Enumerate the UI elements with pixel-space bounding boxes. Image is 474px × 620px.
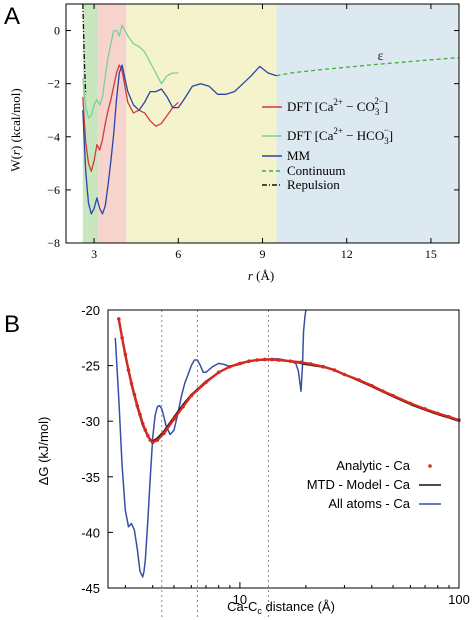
x-tick-label: 10 — [233, 592, 247, 607]
x-tick-label: 9 — [260, 247, 266, 261]
y-tick-label: -20 — [81, 303, 100, 318]
epsilon-annotation: ε — [378, 49, 384, 64]
legend-label-allatoms: All atoms - Ca — [328, 496, 410, 511]
y-axis-label: W(r) (kcal/mol) — [8, 88, 23, 171]
region-band-3 — [126, 4, 277, 243]
legend: DFT [Ca2+ − CO32−] DFT [Ca2+ − HCO3−] MM… — [262, 96, 393, 192]
y-tick-label: −8 — [47, 236, 60, 250]
legend-label-mtd: MTD - Model - Ca — [307, 477, 411, 492]
series-mm — [82, 64, 277, 215]
series-analytic-trace — [117, 318, 460, 444]
y-tick-label: -40 — [81, 525, 100, 540]
region-band-2 — [98, 4, 127, 243]
series-lines — [114, 309, 461, 578]
y-tick-labels: 0 −2 −4 −6 −8 — [47, 24, 60, 250]
series-dft-ca2-hco3 — [82, 24, 179, 119]
y-tick-label: -45 — [81, 581, 100, 596]
legend-label-dft-hco3: DFT [Ca2+ − HCO3−] — [287, 125, 393, 146]
y-tick-label: −6 — [47, 183, 60, 197]
plot-frame — [107, 309, 460, 589]
series-dft-ca2-co32 — [82, 64, 179, 172]
y-tick-label: -30 — [81, 414, 100, 429]
tick-marks — [108, 309, 460, 589]
y-tick-label: −2 — [47, 77, 60, 91]
panel-a: 0 −2 −4 −6 −8 3 6 9 12 15 A W(r) (kcal/mol) r (Å… — [4, 3, 460, 283]
series-all-atoms-ca — [114, 309, 307, 578]
x-axis-label: Ca-Cc distance (Å) — [227, 599, 335, 616]
x-tick-labels: 3 6 9 12 15 — [91, 247, 437, 261]
y-tick-label: -35 — [81, 470, 100, 485]
legend-label-repulsion: Repulsion — [287, 177, 340, 192]
y-tick-label: 0 — [54, 24, 60, 38]
legend-label-dft-co3: DFT [Ca2+ − CO32−] — [287, 96, 388, 117]
x-tick-labels: 10 100 — [233, 592, 470, 607]
panel-b: -20 -25 -30 -35 -40 -45 10 100 B ΔG (kJ/mol) C… — [4, 303, 470, 618]
x-tick-label: 12 — [341, 247, 353, 261]
x-tick-label: 15 — [425, 247, 437, 261]
panel-label: A — [4, 3, 20, 30]
region-band-4 — [276, 4, 459, 243]
y-tick-label: −4 — [47, 130, 60, 144]
legend-label-analytic: Analytic - Ca — [336, 458, 410, 473]
y-axis-label: ΔG (kJ/mol) — [36, 417, 51, 486]
panel-label: B — [4, 311, 20, 338]
x-tick-label: 100 — [448, 592, 470, 607]
plot-frame — [65, 3, 460, 244]
legend: Analytic - Ca MTD - Model - Ca All atoms… — [307, 458, 441, 511]
x-tick-label: 6 — [175, 247, 181, 261]
reference-lines — [161, 310, 269, 618]
series-analytic-ca — [116, 317, 461, 445]
shaded-regions — [82, 4, 459, 243]
y-tick-label: -25 — [81, 359, 100, 374]
region-band-1 — [82, 4, 99, 243]
y-tick-labels: -20 -25 -30 -35 -40 -45 — [81, 303, 100, 596]
series-lines — [82, 3, 460, 215]
series-continuum — [276, 56, 460, 77]
legend-swatch-analytic — [428, 464, 432, 468]
x-tick-label: 3 — [91, 247, 97, 261]
x-axis-label: r (Å) — [248, 268, 274, 283]
legend-label-continuum: Continuum — [287, 163, 346, 178]
legend-label-mm: MM — [287, 148, 311, 163]
